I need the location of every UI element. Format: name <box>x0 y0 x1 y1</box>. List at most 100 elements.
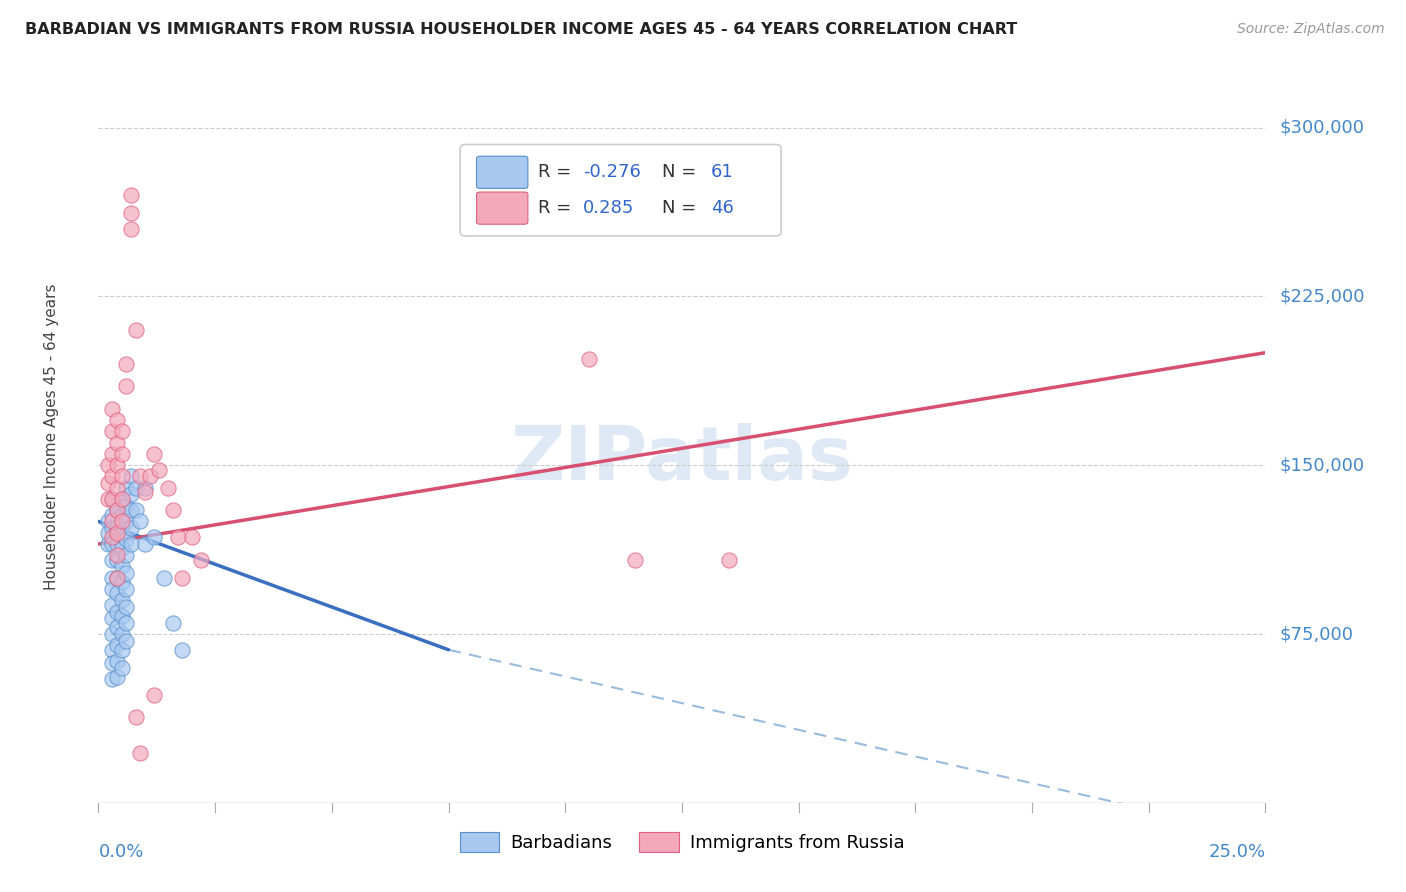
Point <box>101 530 124 544</box>
Text: $75,000: $75,000 <box>1279 625 1354 643</box>
Point <box>578 352 600 367</box>
Point <box>111 491 134 506</box>
Point <box>101 611 124 625</box>
Point <box>115 481 138 495</box>
Point <box>120 222 142 236</box>
Point <box>162 503 184 517</box>
Point <box>101 642 124 657</box>
Point <box>105 571 128 585</box>
Point <box>129 746 152 760</box>
Point <box>111 642 134 657</box>
Point <box>115 548 138 562</box>
Point <box>129 515 152 529</box>
Point <box>97 491 120 506</box>
Point <box>134 481 156 495</box>
Point <box>717 553 740 567</box>
Point <box>115 357 138 371</box>
Point <box>111 425 134 439</box>
Point <box>105 670 128 684</box>
Text: BARBADIAN VS IMMIGRANTS FROM RUSSIA HOUSEHOLDER INCOME AGES 45 - 64 YEARS CORREL: BARBADIAN VS IMMIGRANTS FROM RUSSIA HOUS… <box>25 22 1018 37</box>
Point <box>120 469 142 483</box>
Point <box>180 530 202 544</box>
Point <box>120 521 142 535</box>
Point <box>111 508 134 522</box>
Point <box>111 447 134 461</box>
Text: $300,000: $300,000 <box>1279 119 1364 136</box>
Point <box>105 605 128 619</box>
Point <box>101 491 124 506</box>
Point <box>105 638 128 652</box>
Point <box>105 503 128 517</box>
Point <box>105 503 128 517</box>
Point <box>97 525 120 540</box>
Point <box>115 533 138 547</box>
Point <box>111 559 134 574</box>
Point <box>143 688 166 702</box>
Point <box>105 620 128 634</box>
Point <box>134 537 156 551</box>
Point <box>101 672 124 686</box>
Point <box>101 447 124 461</box>
FancyBboxPatch shape <box>460 145 782 235</box>
Point <box>115 633 138 648</box>
Text: 0.285: 0.285 <box>582 199 634 217</box>
Point <box>101 582 124 596</box>
Point <box>101 491 124 506</box>
Point <box>101 401 124 416</box>
Point <box>143 447 166 461</box>
Text: 46: 46 <box>711 199 734 217</box>
Point <box>190 553 212 567</box>
Text: 61: 61 <box>711 163 734 181</box>
Point <box>97 458 120 473</box>
Text: $225,000: $225,000 <box>1279 287 1365 305</box>
Text: -0.276: -0.276 <box>582 163 641 181</box>
Point <box>166 530 188 544</box>
Point <box>105 537 128 551</box>
FancyBboxPatch shape <box>477 156 527 188</box>
Point <box>101 515 124 529</box>
Point <box>125 323 148 337</box>
Text: Householder Income Ages 45 - 64 years: Householder Income Ages 45 - 64 years <box>44 284 59 591</box>
Text: 0.0%: 0.0% <box>98 843 143 862</box>
Point <box>101 598 124 612</box>
Text: ZIPatlas: ZIPatlas <box>510 423 853 496</box>
Text: Source: ZipAtlas.com: Source: ZipAtlas.com <box>1237 22 1385 37</box>
Point <box>120 206 142 220</box>
Point <box>111 541 134 556</box>
Point <box>101 627 124 641</box>
Point <box>120 537 142 551</box>
Point <box>105 548 128 562</box>
Point <box>125 503 148 517</box>
Point <box>143 530 166 544</box>
Point <box>115 566 138 581</box>
Point <box>115 379 138 393</box>
Point <box>105 525 128 540</box>
Point <box>120 487 142 501</box>
Point <box>115 599 138 614</box>
Point <box>162 615 184 630</box>
Point <box>111 593 134 607</box>
Point <box>134 485 156 500</box>
Point <box>115 582 138 596</box>
Point <box>105 571 128 585</box>
Point <box>115 515 138 529</box>
Text: R =: R = <box>538 199 578 217</box>
Point <box>111 661 134 675</box>
Point <box>111 627 134 641</box>
Point <box>101 469 124 483</box>
Point <box>101 508 124 522</box>
Text: 25.0%: 25.0% <box>1208 843 1265 862</box>
Point <box>111 609 134 624</box>
Point <box>97 537 120 551</box>
Point <box>101 657 124 671</box>
Point <box>172 571 194 585</box>
Point <box>139 469 162 483</box>
Point <box>115 499 138 513</box>
Point <box>111 525 134 540</box>
Point <box>624 553 647 567</box>
Point <box>101 521 124 535</box>
Point <box>111 515 134 529</box>
Point <box>105 435 128 450</box>
Point <box>111 469 134 483</box>
Point <box>148 463 170 477</box>
